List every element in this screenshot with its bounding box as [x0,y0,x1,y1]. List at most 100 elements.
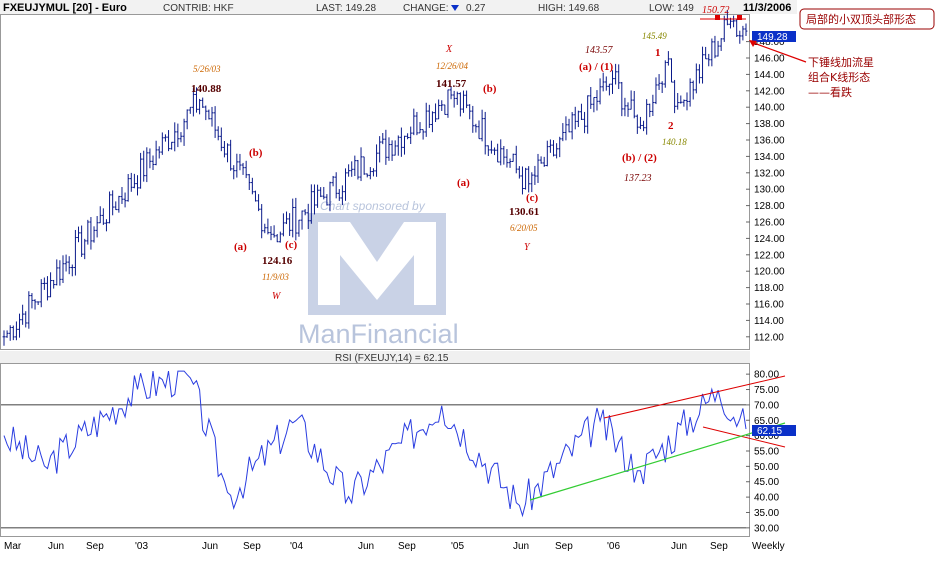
wave-labels: 5/26/03 140.88 (a) (b) (c) 124.16 11/9/0… [191,31,687,302]
price-tick-label: 114.00 [754,316,784,327]
x-axis-label: Jun [48,541,64,552]
x-axis-label: Jun [358,541,374,552]
annotation-box-text: 局部的小双顶头部形态 [806,12,916,26]
price-tick-label: 112.00 [754,332,784,343]
change-value: 0.27 [466,3,486,14]
watermark-manfinancial: ManFinancial [298,319,459,349]
rsi-tick-label: 35.00 [754,508,779,519]
wave-label: (a) [234,241,247,253]
wave-label: (b) / (2) [622,152,657,164]
rsi-tick-label: 45.00 [754,477,779,488]
wave-price-label: 143.57 [585,45,614,56]
price-tick-label: 122.00 [754,250,785,261]
price-tick-label: 140.00 [754,103,785,114]
x-axis-label: Sep [243,541,261,552]
wave-date-label: 5/26/03 [193,64,221,74]
x-axis-label: Jun [513,541,529,552]
price-tick-label: 134.00 [754,152,785,163]
wave-date-label: 12/26/04 [436,61,469,71]
down-arrow-icon [451,5,459,11]
price-tick-label: 118.00 [754,283,784,294]
wave-label: W [272,291,282,302]
price-tick-label: 144.00 [754,70,785,81]
price-tick-label: 132.00 [754,168,785,179]
last-price-label: LAST: 149.28 [316,3,376,14]
wave-label: X [445,44,453,55]
price-tick-label: 138.00 [754,119,785,130]
rsi-title-bar [0,351,750,363]
wave-price-label: 137.23 [624,173,652,184]
price-tick-label: 126.00 [754,218,785,229]
wave-price-label: 124.16 [262,255,293,267]
rsi-panel-frame [0,363,750,537]
rsi-title: RSI (FXEUJY,14) = 62.15 [335,353,449,364]
price-candles [2,9,748,346]
rsi-support-trendline [529,422,786,501]
annotation-arrowhead [749,40,757,47]
x-axis-label: Sep [555,541,573,552]
top-marker-left [715,15,720,20]
change-label: CHANGE: [403,3,449,14]
rsi-tick-label: 75.00 [754,385,779,396]
x-axis-label: Jun [202,541,218,552]
rsi-lower-red-trendline [702,426,786,448]
high-label: HIGH: 149.68 [538,3,600,14]
wave-date-label: 6/20/05 [510,223,538,233]
wave-price-label: 140.18 [662,137,687,147]
wave-price-label: 141.57 [436,78,467,90]
rsi-tick-label: 80.00 [754,370,779,381]
top-price-label: 150.72 [702,5,730,16]
rsi-series [3,370,747,518]
wave-label: 2 [668,120,674,132]
x-axis-label: '04 [290,541,303,552]
rsi-tick-label: 30.00 [754,523,779,534]
x-axis-label: Weekly [752,541,785,552]
price-tick-label: 136.00 [754,136,785,147]
rsi-tick-label: 65.00 [754,416,779,427]
x-axis-label: '03 [135,541,148,552]
wave-label: (a) [457,177,470,189]
price-tick-label: 130.00 [754,185,785,196]
date-label: 11/3/2006 [743,2,791,14]
rsi-tick-label: 50.00 [754,462,779,473]
contrib-label: CONTRIB: HKF [163,3,234,14]
top-marker-right [737,15,742,20]
price-tick-label: 148.00 [754,37,785,48]
x-axis-label: '05 [451,541,464,552]
annotation-note-line1: 下锤线加流星 [808,55,874,69]
current-rsi-box [752,425,796,436]
annotation-arrow [750,41,807,63]
price-tick-label: 124.00 [754,234,785,245]
annotation-note-line3: ——看跌 [808,85,852,99]
wave-label: (c) [285,239,298,251]
wave-label: (c) [526,192,539,204]
x-axis-label: Sep [86,541,104,552]
price-tick-label: 146.00 [754,54,785,65]
wave-label: (a) / (1) [579,61,614,73]
sponsor-watermark: Chart sponsored by ManFinancial [298,199,459,349]
x-axis-label: Sep [710,541,728,552]
rsi-upper-trendline [603,375,786,419]
annotation-note-line2: 组合K线形态 [808,70,870,84]
rsi-tick-label: 70.00 [754,400,779,411]
symbol-label: FXEUJYMUL [20] - Euro [3,2,127,14]
annotation-box [799,8,935,30]
x-axis-label: Sep [398,541,416,552]
wave-price-label: 145.49 [642,31,667,41]
header-bar [0,0,797,14]
current-price-label: 149.28 [757,32,788,43]
price-tick-label: 128.00 [754,201,785,212]
low-label: LOW: 149 [649,3,694,14]
price-panel-frame [0,14,750,350]
current-rsi-label: 62.15 [757,426,782,437]
wave-label: Y [524,242,531,253]
current-price-box [752,31,796,42]
wave-price-label: 130.61 [509,206,539,218]
watermark-m-shape [318,222,436,305]
x-axis-label: '06 [607,541,620,552]
wave-label: 1 [655,47,661,59]
rsi-tick-label: 60.00 [754,431,779,442]
wave-label: (b) [249,147,263,159]
